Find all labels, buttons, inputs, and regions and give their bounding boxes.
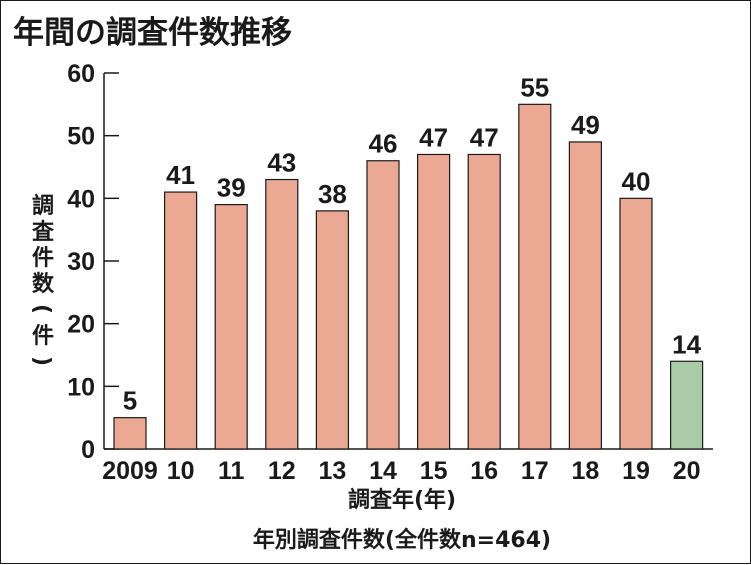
x-tick-label: 14: [369, 457, 397, 485]
bar: [366, 160, 400, 450]
x-tick-label: 20: [673, 457, 701, 485]
x-ticks: 2009 10 11 12 13 14 15 16 17 18 19 20: [102, 457, 700, 485]
y-tick-label: 40: [67, 185, 95, 213]
x-axis-title: 調査年(年): [348, 487, 456, 513]
bar: [467, 153, 501, 450]
data-label: 49: [571, 110, 600, 140]
data-label: 5: [123, 386, 137, 416]
data-label: 41: [166, 160, 195, 190]
bar: [619, 197, 653, 450]
x-tick-label: 15: [420, 457, 448, 485]
x-tick-label: 19: [622, 457, 650, 485]
bar: [113, 417, 147, 450]
bars: 5 41 39 43 38 46 47 47 55 49 40 14: [113, 72, 704, 450]
bar: [315, 210, 349, 450]
y-axis-title-char: (: [29, 304, 54, 314]
data-label: 46: [369, 129, 398, 159]
bar: [214, 204, 248, 450]
data-label: 40: [622, 166, 651, 196]
y-tick-label: 30: [67, 248, 95, 276]
bar: [164, 191, 198, 450]
data-label: 47: [470, 122, 499, 152]
x-tick-label: 16: [470, 457, 498, 485]
y-axis-title-char: 件: [32, 246, 54, 271]
y-axis-title: 調査件数(件): [29, 193, 55, 366]
x-tick-label: 12: [268, 457, 296, 485]
y-ticks: 0 10 20 30 40 50 60: [67, 60, 119, 464]
data-label: 39: [217, 173, 246, 203]
data-label: 47: [419, 122, 448, 152]
data-label: 55: [520, 72, 549, 102]
bar: [518, 103, 552, 450]
bar: [568, 141, 603, 450]
y-tick-label: 10: [67, 373, 95, 401]
y-axis-title-char: 調: [32, 193, 54, 219]
bar: [417, 153, 451, 450]
x-tick-label: 11: [218, 457, 245, 485]
data-label: 14: [672, 329, 701, 359]
y-axis-title-char: ): [29, 356, 54, 366]
bar: [669, 360, 704, 450]
y-tick-label: 60: [67, 60, 95, 88]
data-label: 43: [267, 148, 296, 178]
x-tick-label: 13: [318, 457, 346, 485]
y-axis-title-char: 数: [32, 271, 55, 297]
data-label: 38: [318, 179, 347, 209]
y-axis-title-char: 査: [32, 220, 55, 245]
y-axis-title-char: 件: [32, 324, 54, 349]
y-tick-label: 50: [67, 123, 95, 151]
x-tick-label: 17: [521, 457, 549, 485]
chart-title: 年間の調査件数推移: [13, 15, 292, 51]
y-tick-label: 0: [81, 436, 95, 464]
x-tick-label: 18: [571, 457, 599, 485]
y-tick-label: 20: [67, 311, 95, 339]
x-tick-label: 2009: [102, 457, 158, 485]
chart-note: 年別調査件数(全件数n=464): [253, 527, 551, 553]
x-tick-label: 10: [167, 457, 195, 485]
bar: [265, 178, 299, 450]
